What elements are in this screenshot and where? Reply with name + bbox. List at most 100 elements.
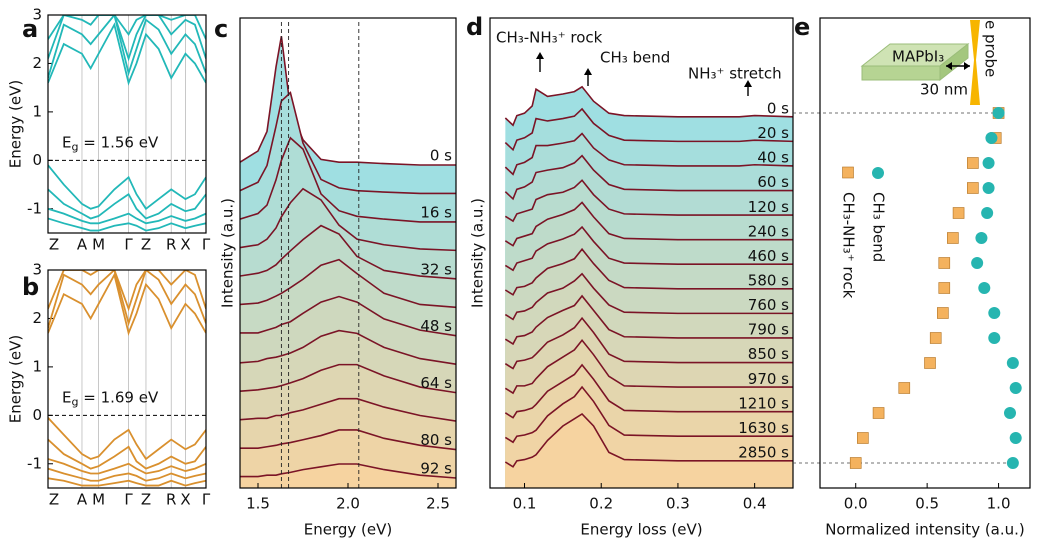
band-line: [48, 164, 206, 211]
spectrum-line: [240, 397, 456, 422]
band-line: [48, 15, 206, 79]
y-tick-label: 1: [32, 102, 42, 120]
legend-square: [842, 166, 854, 179]
point-square: [938, 257, 951, 269]
x-tick-label: Z: [141, 491, 151, 509]
x-axis-label: Normalized intensity (a.u.): [825, 521, 1025, 539]
point-circle: [981, 207, 994, 219]
y-tick-label: 3: [32, 261, 42, 279]
y-tick-label: 1: [32, 357, 42, 375]
band-line: [48, 188, 206, 220]
spectrum-line: [504, 154, 793, 201]
arrow-head: [584, 68, 592, 75]
spectrum-line: [504, 201, 793, 247]
spectrum-line: [504, 385, 793, 444]
band-gap-symbol: E: [62, 388, 71, 406]
band-line: [48, 467, 206, 482]
y-tick-label: 0: [32, 151, 42, 169]
point-circle: [975, 232, 988, 244]
band-line: [48, 458, 206, 475]
x-tick-label: R: [166, 491, 176, 509]
x-tick-label: Γ: [124, 236, 133, 254]
x-tick-label: Γ: [124, 491, 133, 509]
x-tick-label: X: [180, 236, 190, 254]
slab-front: [861, 65, 941, 81]
x-tick-label: 0.5: [915, 495, 939, 513]
x-axis-label: Energy loss (eV): [580, 521, 702, 539]
time-label: 60 s: [757, 173, 789, 191]
band-gap: Eg = 1.56 eV: [62, 133, 159, 154]
time-label: 460 s: [748, 247, 789, 265]
band-line: [48, 270, 206, 312]
electron-beam: [970, 20, 980, 105]
spectrum-line: [240, 136, 456, 223]
plot-frame: [489, 17, 794, 489]
band-line: [48, 270, 206, 329]
time-label: 970 s: [748, 370, 789, 388]
panel-label: a: [22, 15, 38, 43]
x-tick-label: 0.0: [844, 495, 868, 513]
band-line: [48, 207, 206, 225]
time-label: 32 s: [420, 260, 452, 278]
arrow-head: [536, 52, 544, 59]
time-label: 240 s: [748, 222, 789, 240]
band-line: [48, 217, 206, 232]
time-label: 760 s: [748, 296, 789, 314]
x-tick-label: Γ: [202, 491, 211, 509]
band-line: [48, 417, 206, 461]
spectrum-line: [240, 258, 456, 309]
x-tick-label: 1.5: [246, 495, 270, 513]
time-label: 850 s: [748, 345, 789, 363]
point-circle: [1009, 382, 1022, 394]
y-tick-label: 2: [32, 309, 42, 327]
slab-side: [939, 42, 969, 82]
point-circle: [1004, 407, 1016, 419]
point-circle: [1006, 357, 1019, 369]
spectrum-line: [504, 225, 793, 272]
x-tick-label: 2.0: [336, 495, 360, 513]
arrow-head: [946, 62, 970, 70]
x-tick-label: 0.2: [589, 495, 613, 513]
spectrum-line: [504, 107, 793, 152]
point-square: [938, 282, 951, 294]
inset-material: MAPbI₃: [892, 48, 944, 66]
point-circle: [971, 257, 984, 269]
time-label: 48 s: [420, 317, 452, 335]
inset-thickness: 30 nm: [920, 81, 968, 99]
x-tick-label: 0.3: [666, 495, 690, 513]
spectrum-line: [240, 187, 456, 252]
bands: [48, 15, 206, 232]
time-label: 40 s: [757, 149, 789, 167]
plot-frame: [47, 269, 207, 489]
band-line: [48, 272, 206, 336]
time-label: 580 s: [748, 272, 789, 290]
panel-label: c: [214, 15, 228, 43]
spectrum-line: [240, 363, 456, 394]
spectrum-line: [504, 272, 793, 321]
band-gap-value: = 1.69 eV: [78, 388, 158, 406]
x-tick-label: Z: [49, 236, 59, 254]
point-square: [849, 457, 862, 469]
band-gap: Eg = 1.69 eV: [62, 388, 159, 409]
time-label: 20 s: [757, 124, 789, 142]
x-tick-label: 1.0: [987, 495, 1011, 513]
band-gap-value: = 1.56 eV: [78, 133, 158, 151]
legend-circle: [872, 167, 884, 179]
spectrum-line: [240, 463, 456, 479]
spectrum-line: [504, 363, 793, 419]
point-circle: [985, 132, 998, 144]
point-square: [967, 157, 979, 169]
point-square: [929, 332, 942, 344]
spectrum-line: [504, 179, 793, 223]
point-circle: [1009, 432, 1022, 444]
spectra: [504, 85, 793, 488]
time-label: 1630 s: [738, 419, 789, 437]
peak-annotation: CH₃-NH₃⁺ rock: [496, 29, 603, 47]
time-label: 64 s: [420, 374, 452, 392]
y-tick-label: 0: [32, 406, 42, 424]
y-axis-label: Energy (eV): [7, 335, 25, 423]
point-circle: [982, 182, 995, 194]
time-label: 0 s: [430, 147, 452, 165]
point-square: [872, 407, 885, 419]
